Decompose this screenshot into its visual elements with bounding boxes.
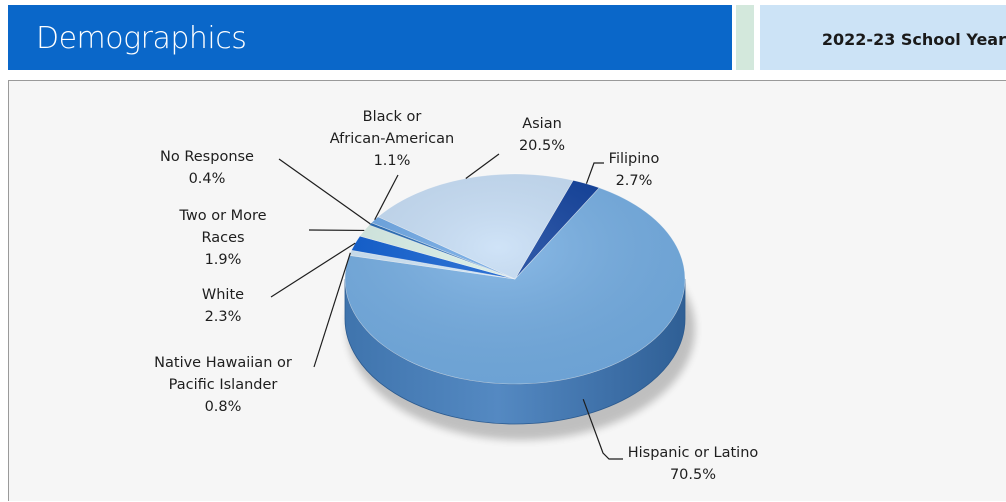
leader-line-5 <box>279 159 370 224</box>
slice-category-label-4: Races <box>201 230 244 246</box>
slice-value-label-1: 70.5% <box>670 467 716 483</box>
slice-value-label-7: 20.5% <box>519 138 565 154</box>
leader-line-0 <box>586 163 604 184</box>
slice-value-label-6: 1.1% <box>374 153 411 169</box>
slice-value-label-5: 0.4% <box>189 171 226 187</box>
slice-value-label-3: 2.3% <box>205 309 242 325</box>
slice-value-label-2: 0.8% <box>205 399 242 415</box>
slice-value-label-4: 1.9% <box>205 252 242 268</box>
pie-chart: Filipino 2.7% Hispanic or Latino 70.5% Nativ… <box>9 81 1006 502</box>
school-year-box: 2022-23 School Year <box>760 5 1006 70</box>
slice-category-label-4: Two or More <box>178 208 266 224</box>
slice-category-label-0: Filipino <box>609 151 660 167</box>
slice-category-label-2: Native Hawaiian or <box>154 355 292 371</box>
slice-category-label-6: Black or <box>363 109 422 125</box>
slice-category-label-5: No Response <box>160 149 254 165</box>
school-year-label: 2022-23 School Year <box>760 5 1006 70</box>
leader-line-3 <box>271 243 355 297</box>
slice-category-label-2: Pacific Islander <box>169 377 278 393</box>
header-divider <box>736 5 754 70</box>
slice-category-label-6: African-American <box>330 131 454 147</box>
header-bar: Demographics <box>8 5 732 70</box>
chart-panel: Filipino 2.7% Hispanic or Latino 70.5% Nativ… <box>8 80 1006 501</box>
slice-value-label-0: 2.7% <box>616 173 653 189</box>
slice-category-label-1: Hispanic or Latino <box>628 445 759 461</box>
slice-category-label-3: White <box>202 287 244 303</box>
page-title: Demographics <box>36 5 246 70</box>
slice-category-label-7: Asian <box>522 116 562 132</box>
